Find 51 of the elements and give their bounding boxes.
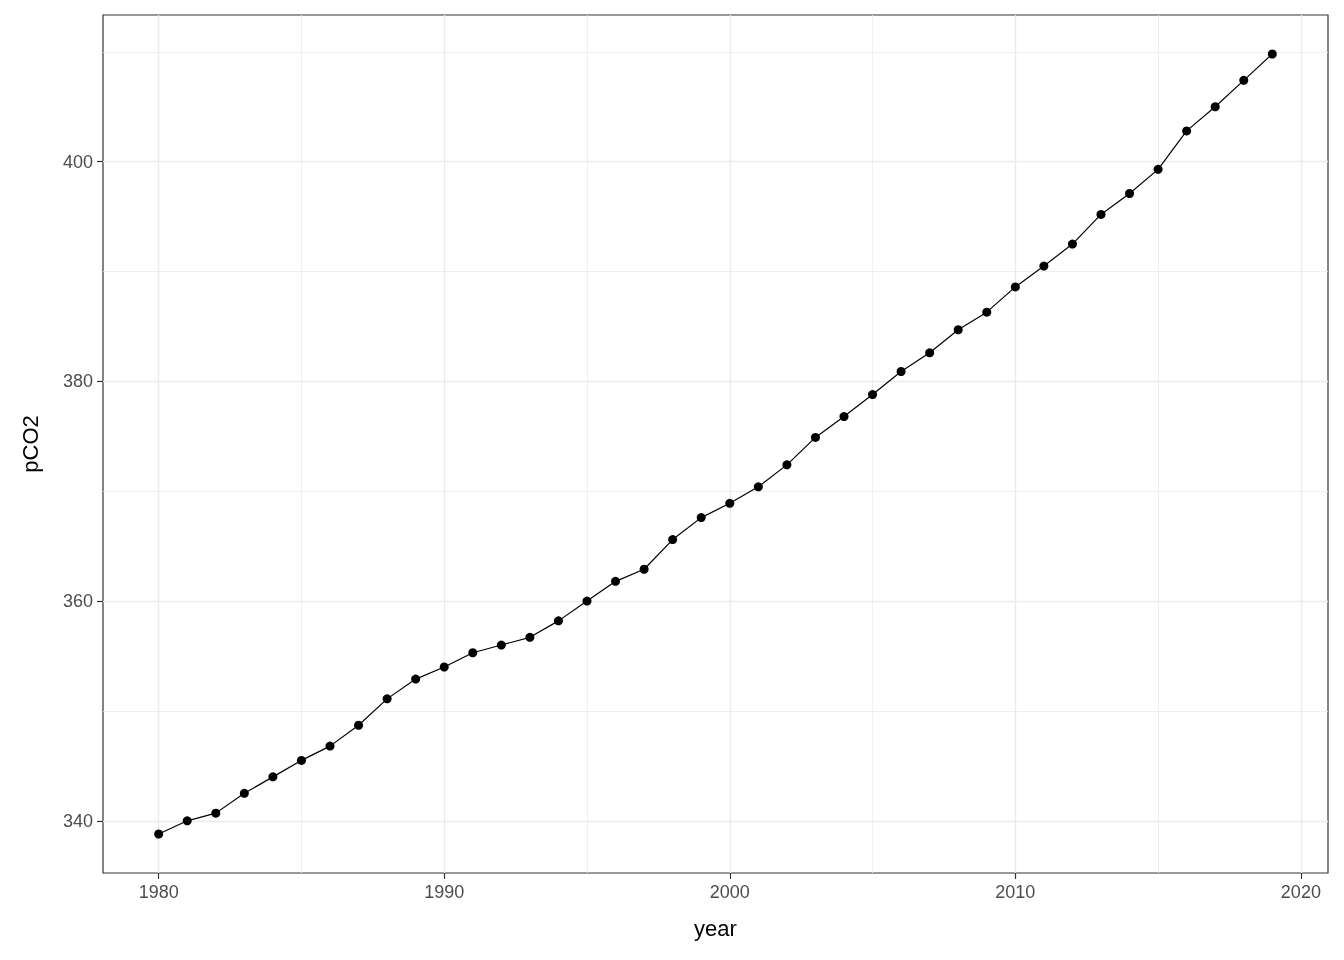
point — [239, 788, 249, 798]
point — [1096, 209, 1106, 219]
point — [1125, 189, 1135, 199]
x-axis-title: year — [694, 915, 737, 941]
point — [1267, 49, 1277, 59]
point — [582, 596, 592, 606]
point — [154, 829, 164, 839]
point — [382, 694, 392, 704]
point — [1039, 261, 1049, 271]
point — [896, 367, 906, 376]
x-tick-label: 2000 — [709, 882, 750, 902]
point — [525, 632, 535, 642]
y-tick-label: 400 — [62, 151, 93, 172]
point — [1010, 282, 1020, 292]
point — [439, 662, 449, 672]
y-tick-label: 380 — [62, 371, 93, 392]
point — [268, 772, 278, 782]
point — [468, 648, 478, 658]
y-tick-label: 340 — [62, 810, 93, 831]
point — [868, 390, 878, 400]
point — [753, 482, 763, 492]
point — [1239, 75, 1249, 85]
point — [553, 616, 563, 626]
point — [925, 348, 935, 358]
y-tick-label: 360 — [62, 591, 93, 612]
point — [1067, 239, 1077, 249]
point — [839, 412, 849, 422]
x-tick-label: 2010 — [995, 882, 1036, 902]
y-axis-title: pCO2 — [17, 415, 43, 473]
point — [211, 808, 221, 818]
point — [1153, 164, 1163, 174]
x-tick-label: 1980 — [138, 882, 179, 902]
point — [611, 576, 621, 586]
point — [982, 307, 992, 317]
point — [1210, 102, 1220, 112]
point — [296, 755, 306, 765]
point — [411, 674, 421, 684]
x-tick-label: 2020 — [1280, 882, 1321, 902]
point — [668, 535, 678, 545]
point — [182, 816, 192, 826]
point — [810, 432, 820, 442]
point — [725, 498, 735, 508]
point — [782, 460, 792, 470]
point — [953, 325, 963, 335]
point — [639, 564, 649, 574]
point — [496, 640, 506, 650]
point — [1182, 126, 1192, 136]
point — [325, 741, 335, 751]
x-tick-label: 1990 — [424, 882, 465, 902]
point — [354, 720, 364, 730]
point — [696, 513, 706, 523]
